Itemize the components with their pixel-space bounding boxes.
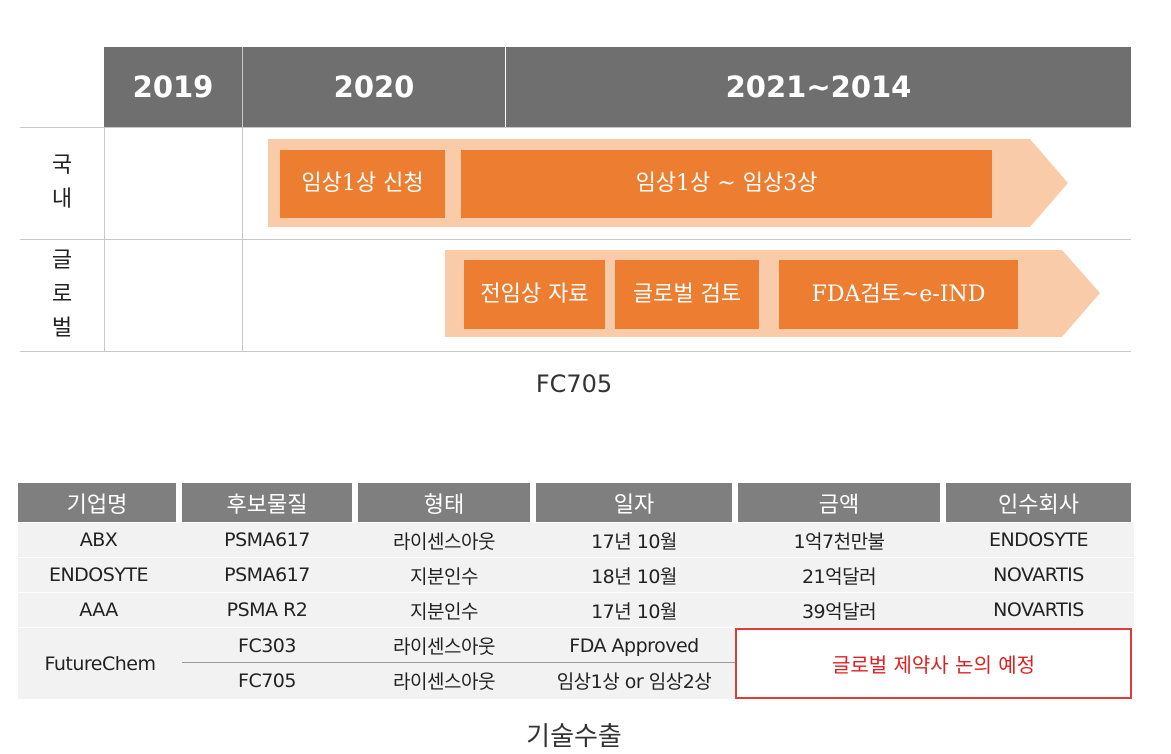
- phase-box: 글로벌 검토: [615, 260, 759, 329]
- table-cell: FutureChem: [18, 628, 182, 699]
- caption: FC705: [535, 370, 613, 398]
- note: 글로벌 제약사 논의 예정: [735, 628, 1132, 699]
- table-cell: 1억7천만불: [735, 523, 943, 557]
- year-header: 2020: [243, 47, 505, 127]
- divider: [20, 127, 1131, 128]
- table-cell: AAA: [18, 593, 179, 627]
- year-header: 2021~2014: [506, 47, 1131, 127]
- phase-box: 임상1상 신청: [280, 150, 445, 218]
- row-label-text: 국내: [51, 153, 73, 212]
- table-cell: 39억달러: [735, 593, 943, 627]
- group-fill: [182, 628, 735, 699]
- phase-box: 임상1상 ~ 임상3상: [461, 150, 992, 218]
- table-cell: NOVARTIS: [943, 593, 1134, 627]
- table-cell: FDA Approved: [569, 634, 699, 657]
- divider: [20, 239, 1131, 240]
- row-label: 국내: [20, 127, 104, 239]
- phase-box: FDA검토~e-IND: [779, 260, 1018, 329]
- table-cell: 21억달러: [735, 558, 943, 592]
- table-cell: 지분인수: [355, 593, 533, 627]
- table-header: 형태: [358, 483, 530, 522]
- table-header: 일자: [536, 483, 732, 522]
- table-cell: 17년 10월: [533, 593, 735, 627]
- divider: [182, 662, 735, 663]
- year-header: 2019: [104, 47, 242, 127]
- table-header: 기업명: [18, 483, 176, 522]
- table-cell: PSMA617: [179, 558, 355, 592]
- table-cell: 임상1상 or 임상2상: [556, 671, 712, 693]
- table-cell: ENDOSYTE: [943, 523, 1134, 557]
- caption: 기술수출: [526, 722, 622, 752]
- table-header: 인수회사: [946, 483, 1131, 522]
- table-cell: FC705: [238, 669, 296, 692]
- divider: [505, 47, 506, 127]
- table-cell: FC303: [238, 634, 296, 657]
- table-cell: 17년 10월: [533, 523, 735, 557]
- table-header: 후보물질: [182, 483, 352, 522]
- table-cell: 라이센스아웃: [355, 523, 533, 557]
- table-header: 금액: [738, 483, 940, 522]
- table-cell: NOVARTIS: [943, 558, 1134, 592]
- table-cell: 라이센스아웃: [393, 671, 495, 693]
- divider: [242, 47, 243, 351]
- divider: [104, 127, 105, 351]
- phase-box: 전임상 자료: [464, 260, 605, 329]
- table-cell: ABX: [18, 523, 179, 557]
- table-cell: PSMA R2: [179, 593, 355, 627]
- table-cell: 18년 10월: [533, 558, 735, 592]
- table-cell: ENDOSYTE: [18, 558, 179, 592]
- table-cell: 지분인수: [355, 558, 533, 592]
- row-label: 글로벌: [20, 239, 104, 351]
- table-cell: 라이센스아웃: [393, 636, 495, 658]
- table-cell: PSMA617: [179, 523, 355, 557]
- row-label-text: 글로벌: [51, 248, 73, 341]
- divider: [20, 351, 1131, 352]
